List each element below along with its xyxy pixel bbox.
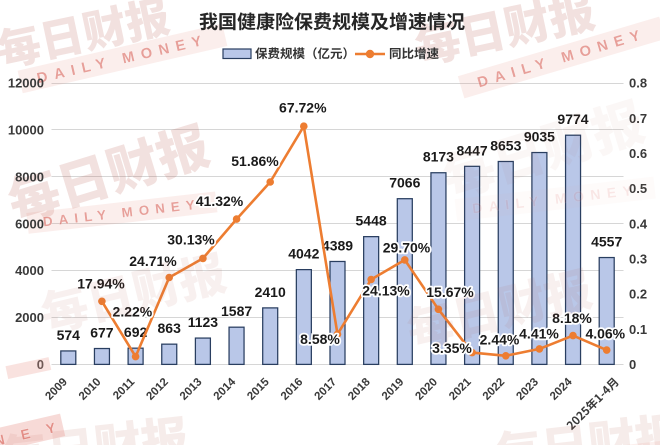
svg-text:29.70%: 29.70% xyxy=(383,239,431,255)
svg-text:12000: 12000 xyxy=(8,76,44,91)
svg-text:574: 574 xyxy=(57,327,81,343)
svg-text:863: 863 xyxy=(158,320,182,336)
svg-text:30.13%: 30.13% xyxy=(167,231,215,247)
svg-text:4389: 4389 xyxy=(322,238,353,254)
svg-text:0.8: 0.8 xyxy=(629,76,647,91)
svg-text:15.67%: 15.67% xyxy=(426,284,474,300)
svg-text:0.6: 0.6 xyxy=(629,146,647,161)
svg-text:0: 0 xyxy=(629,357,636,372)
svg-text:24.13%: 24.13% xyxy=(362,282,410,298)
svg-text:51.86%: 51.86% xyxy=(231,153,279,169)
svg-text:6000: 6000 xyxy=(15,216,44,231)
svg-text:4042: 4042 xyxy=(288,246,319,262)
svg-text:8.58%: 8.58% xyxy=(300,331,340,347)
svg-text:4000: 4000 xyxy=(15,263,44,278)
svg-text:41.32%: 41.32% xyxy=(196,193,244,209)
svg-text:4.41%: 4.41% xyxy=(519,326,559,342)
svg-text:2.44%: 2.44% xyxy=(480,331,520,347)
svg-text:4557: 4557 xyxy=(591,234,622,250)
svg-text:1123: 1123 xyxy=(188,314,219,330)
svg-text:24.71%: 24.71% xyxy=(129,253,177,269)
svg-text:0.4: 0.4 xyxy=(629,216,648,231)
svg-text:2.44%: 2.44% xyxy=(480,331,520,347)
svg-text:8.58%: 8.58% xyxy=(300,331,340,347)
svg-text:0.3: 0.3 xyxy=(629,252,647,267)
svg-text:41.32%: 41.32% xyxy=(196,193,244,209)
svg-text:8000: 8000 xyxy=(15,169,44,184)
svg-text:692: 692 xyxy=(124,324,148,340)
svg-text:1587: 1587 xyxy=(221,303,252,319)
svg-text:4.41%: 4.41% xyxy=(519,326,559,342)
svg-text:51.86%: 51.86% xyxy=(231,153,279,169)
svg-text:67.72%: 67.72% xyxy=(279,99,327,115)
svg-text:2000: 2000 xyxy=(15,310,44,325)
svg-text:29.70%: 29.70% xyxy=(383,239,431,255)
svg-text:30.13%: 30.13% xyxy=(167,231,215,247)
svg-text:2410: 2410 xyxy=(255,284,286,300)
svg-text:0.1: 0.1 xyxy=(629,322,647,337)
svg-text:24.13%: 24.13% xyxy=(362,282,410,298)
svg-text:0: 0 xyxy=(37,357,44,372)
svg-text:0.2: 0.2 xyxy=(629,287,647,302)
svg-text:8173: 8173 xyxy=(423,149,454,165)
svg-text:4.06%: 4.06% xyxy=(585,326,625,342)
svg-text:10000: 10000 xyxy=(8,123,44,138)
svg-text:67.72%: 67.72% xyxy=(279,99,327,115)
svg-text:15.67%: 15.67% xyxy=(426,284,474,300)
svg-text:8.18%: 8.18% xyxy=(552,310,592,326)
svg-text:7066: 7066 xyxy=(389,175,420,191)
svg-text:5448: 5448 xyxy=(356,213,387,229)
svg-text:677: 677 xyxy=(90,325,114,341)
svg-text:4.06%: 4.06% xyxy=(585,326,625,342)
